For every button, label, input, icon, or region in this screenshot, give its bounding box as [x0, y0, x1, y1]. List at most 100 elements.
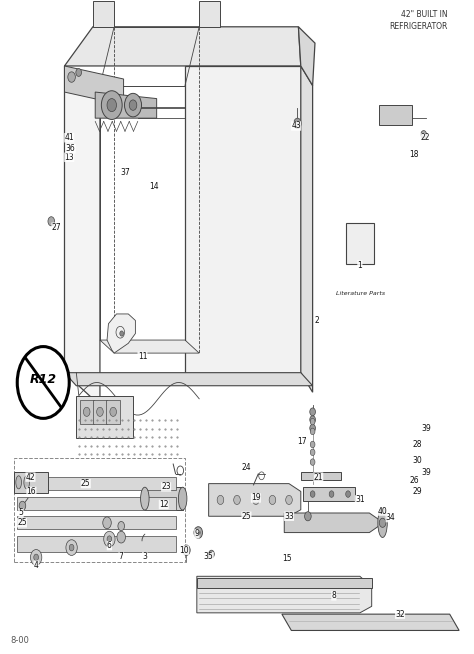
Circle shape [329, 490, 334, 497]
Ellipse shape [178, 487, 187, 510]
Circle shape [269, 495, 276, 504]
Circle shape [310, 419, 315, 425]
Polygon shape [93, 1, 114, 27]
Text: 39: 39 [421, 468, 431, 477]
Polygon shape [64, 66, 100, 405]
Polygon shape [282, 614, 459, 630]
Circle shape [217, 495, 224, 504]
Text: 19: 19 [251, 494, 261, 502]
Text: 8: 8 [331, 591, 336, 600]
Polygon shape [299, 27, 315, 86]
Circle shape [68, 72, 75, 82]
Text: Literature Parts: Literature Parts [336, 291, 385, 296]
Text: 30: 30 [413, 456, 422, 465]
Polygon shape [284, 513, 379, 532]
Circle shape [379, 518, 386, 527]
Ellipse shape [378, 508, 387, 538]
Circle shape [253, 495, 259, 504]
Text: 40: 40 [378, 507, 387, 515]
Circle shape [125, 94, 142, 117]
Polygon shape [346, 222, 374, 264]
Text: R12: R12 [30, 373, 57, 387]
Text: 13: 13 [64, 153, 74, 162]
Polygon shape [76, 396, 133, 438]
Text: 4: 4 [34, 560, 38, 570]
Circle shape [310, 459, 315, 466]
Text: 22: 22 [420, 133, 430, 142]
Polygon shape [209, 483, 301, 516]
Text: 31: 31 [355, 496, 365, 504]
Circle shape [286, 495, 292, 504]
Text: 42: 42 [26, 473, 35, 481]
Text: 1: 1 [357, 260, 362, 269]
Text: 7: 7 [119, 552, 124, 561]
Text: 41: 41 [64, 133, 74, 142]
Circle shape [346, 490, 350, 497]
Text: 5: 5 [18, 509, 23, 517]
Text: 8-00: 8-00 [10, 636, 29, 645]
Text: 16: 16 [27, 487, 36, 496]
Circle shape [17, 347, 69, 419]
Circle shape [34, 554, 38, 560]
Polygon shape [14, 472, 48, 493]
Text: 39: 39 [421, 424, 431, 433]
Polygon shape [95, 92, 156, 118]
Polygon shape [185, 66, 301, 373]
Text: 2: 2 [315, 316, 320, 325]
Text: 24: 24 [242, 463, 251, 472]
Circle shape [421, 131, 427, 139]
Circle shape [194, 526, 202, 538]
Circle shape [310, 490, 315, 497]
Polygon shape [17, 536, 175, 552]
Circle shape [117, 531, 126, 543]
Text: 14: 14 [149, 182, 159, 191]
Circle shape [294, 118, 301, 129]
Text: 11: 11 [138, 352, 147, 361]
Circle shape [234, 495, 240, 504]
Circle shape [110, 407, 117, 417]
Circle shape [310, 416, 316, 424]
Polygon shape [199, 1, 220, 27]
Polygon shape [80, 400, 94, 424]
Text: 42" BUILT IN
REFRIGERATOR: 42" BUILT IN REFRIGERATOR [389, 10, 447, 31]
Text: 32: 32 [395, 610, 405, 619]
Text: 37: 37 [120, 168, 130, 177]
Circle shape [196, 530, 200, 535]
Text: 18: 18 [410, 150, 419, 158]
Circle shape [83, 407, 90, 417]
Circle shape [69, 544, 74, 551]
Polygon shape [107, 314, 136, 353]
Circle shape [76, 69, 82, 77]
Circle shape [103, 517, 111, 528]
Circle shape [104, 531, 115, 547]
Text: 21: 21 [313, 473, 323, 481]
Polygon shape [106, 400, 120, 424]
Circle shape [120, 331, 124, 336]
Polygon shape [17, 496, 175, 509]
Circle shape [66, 540, 77, 555]
Text: 25: 25 [242, 512, 251, 521]
Text: 29: 29 [413, 487, 422, 496]
Circle shape [310, 428, 315, 435]
Circle shape [310, 424, 316, 432]
Text: 26: 26 [410, 476, 419, 485]
Circle shape [310, 449, 315, 456]
Text: 15: 15 [282, 554, 292, 563]
Polygon shape [64, 27, 301, 66]
Circle shape [129, 100, 137, 111]
Polygon shape [17, 516, 175, 529]
Polygon shape [64, 66, 124, 105]
Text: 35: 35 [204, 552, 213, 561]
Polygon shape [145, 487, 182, 509]
Text: 25: 25 [17, 518, 27, 527]
Text: 28: 28 [413, 440, 422, 449]
Text: 25: 25 [81, 479, 91, 488]
Text: 10: 10 [179, 545, 189, 555]
Circle shape [209, 550, 214, 558]
Circle shape [118, 521, 125, 530]
Circle shape [48, 216, 55, 226]
Polygon shape [379, 105, 412, 125]
Text: 9: 9 [194, 529, 199, 538]
Circle shape [101, 91, 122, 120]
Polygon shape [197, 576, 372, 613]
